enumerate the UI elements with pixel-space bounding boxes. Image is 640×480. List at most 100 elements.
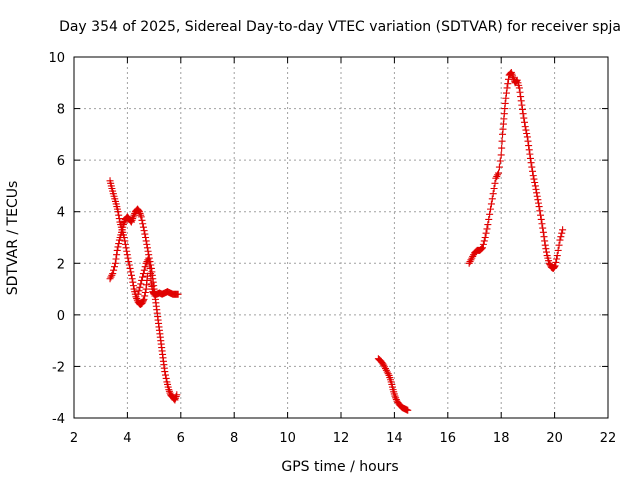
data-point [483,225,491,233]
data-point [540,233,548,241]
data-point [508,70,516,78]
data-point [553,255,561,263]
data-point [141,292,149,300]
x-tick-label: 8 [230,431,238,446]
data-point [110,263,118,271]
data-point [130,211,138,219]
data-point [119,221,127,229]
data-point [524,137,532,145]
data-point [144,256,152,264]
x-axis-label: GPS time / hours [281,459,398,475]
data-point [556,236,564,244]
data-point [380,361,388,369]
data-point [517,97,525,105]
data-point [126,264,134,272]
data-point [141,263,149,271]
data-point [507,68,515,76]
data-point [478,245,486,253]
data-point [517,93,525,101]
data-point [139,220,147,228]
data-point [144,247,152,255]
data-point [525,146,533,154]
data-point [382,366,390,374]
data-point [488,195,496,203]
data-point [115,240,123,248]
x-tick-label: 18 [493,431,510,446]
data-point [557,233,565,241]
data-point [468,254,476,262]
y-tick-label: 6 [57,154,65,169]
data-point [490,185,498,193]
data-point [502,94,510,102]
data-point [529,172,537,180]
data-point [127,271,135,279]
data-point [128,275,136,283]
data-point [136,283,144,291]
data-point [469,252,477,260]
data-point [487,205,495,213]
data-point [142,234,150,241]
data-point [112,255,120,263]
data-point [526,150,534,158]
data-point [538,220,546,228]
data-point [539,224,547,232]
data-point [124,254,132,262]
data-point [140,266,148,274]
data-point [531,182,539,190]
data-point [139,223,147,231]
data-point [171,396,179,404]
data-point [533,192,541,200]
x-tick-label: 6 [177,431,185,446]
data-point [531,178,539,186]
data-point [106,275,114,283]
data-point [515,84,523,92]
data-point [129,213,137,221]
data-point [115,211,123,219]
data-point [125,261,133,269]
data-point [465,259,473,267]
data-point [113,246,121,254]
data-point [172,394,180,402]
data-point [140,295,148,303]
data-point [498,144,506,152]
data-point [123,247,131,255]
data-point [518,105,526,113]
data-point [550,264,558,272]
data-point [509,74,517,82]
data-point [138,276,146,284]
data-point [383,368,391,376]
data-point [111,259,119,267]
data-point [139,273,147,281]
data-point [504,80,512,88]
data-point [521,123,529,131]
data-point [509,72,517,80]
data-point [161,371,169,379]
data-point [555,241,563,249]
y-tick-label: -2 [52,360,65,375]
data-point [165,386,173,394]
data-point [127,218,135,226]
grid [74,57,608,418]
x-tick-label: 20 [546,431,563,446]
data-point [139,297,147,305]
data-point [108,271,116,279]
data-point [535,203,543,211]
data-point [109,270,117,278]
data-point [529,167,537,175]
data-point [384,370,392,378]
data-point [489,190,497,198]
data-point [123,251,131,259]
data-point [558,229,566,237]
data-point [534,196,542,204]
data-point [122,244,130,252]
data-point [518,101,526,109]
data-point [521,118,529,126]
data-point [493,172,501,180]
y-tick-label: 4 [57,206,65,221]
data-point [487,200,495,208]
data-point [467,256,475,264]
data-point [133,295,141,303]
data-point [484,221,492,229]
data-point [534,199,542,207]
data-point [391,392,399,400]
